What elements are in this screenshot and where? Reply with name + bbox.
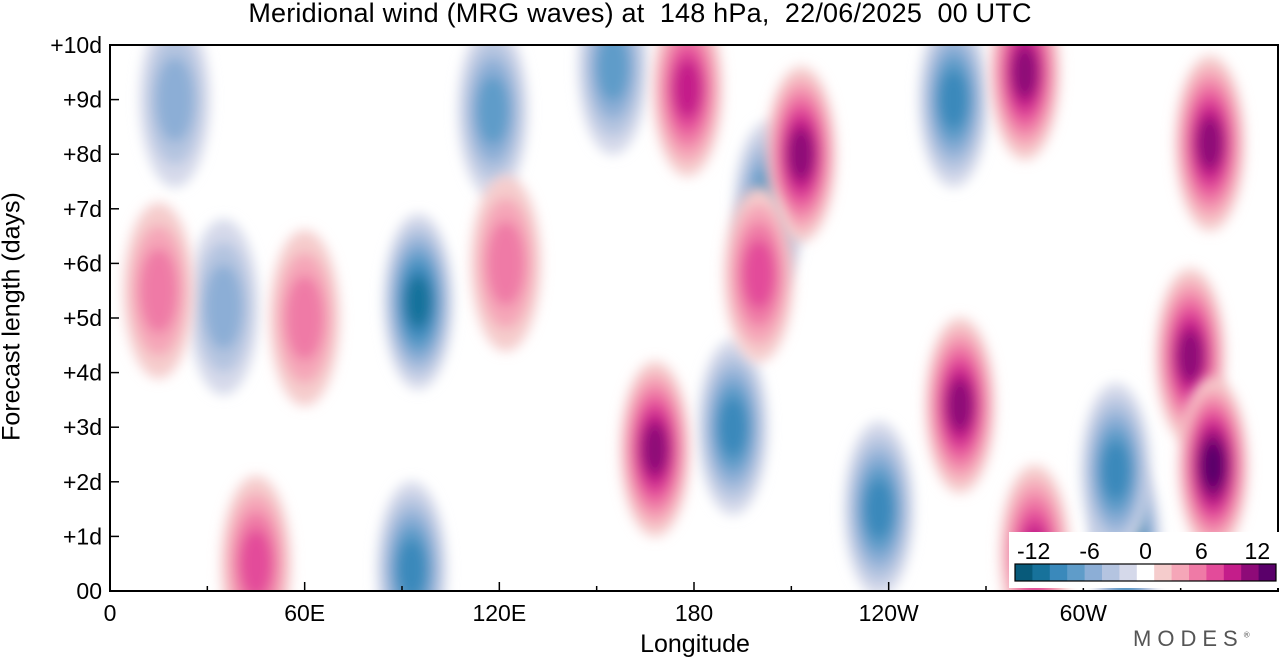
colorbar-tick-label: 0: [1139, 538, 1152, 564]
y-tick-label: +7d: [63, 196, 102, 222]
contour-level: [239, 529, 273, 591]
colorbar-swatch: [1154, 564, 1173, 581]
positive-wind-anomaly: [220, 475, 292, 591]
x-tick-label: 180: [675, 600, 713, 626]
negative-wind-anomaly: [843, 421, 915, 591]
colorbar-swatch: [1102, 564, 1120, 581]
modes-logo: MODES®: [1133, 626, 1250, 652]
colorbar-frame: [1014, 563, 1277, 582]
positive-wind-anomaly: [1177, 377, 1249, 554]
colorbar-swatch: [1049, 564, 1068, 581]
x-tick-label: 60E: [284, 600, 325, 626]
contour-level: [476, 76, 510, 146]
positive-wind-anomaly: [123, 202, 194, 379]
colorbar-swatch: [1136, 564, 1155, 581]
y-tick-label: +8d: [63, 141, 102, 167]
x-axis: 0 60E 120E 180 120W 60W: [104, 582, 1279, 626]
positive-wind-anomaly: [619, 361, 691, 537]
colorbar-swatch: [1032, 564, 1051, 581]
colorbar-swatch: [1241, 564, 1260, 581]
contour-level: [596, 45, 630, 102]
contour-level: [864, 479, 894, 539]
colorbar-swatch: [1206, 564, 1225, 581]
colorbar-tick-label: -12: [1017, 538, 1050, 564]
y-tick-label: 00: [76, 578, 102, 604]
colorbar-swatch: [1015, 564, 1033, 581]
contour-field: [110, 45, 1278, 591]
colorbar-tick-label: -6: [1079, 538, 1099, 564]
y-axis: 00 +1d +2d +3d +4d +5d +6d +7d +8d +9d +10d: [50, 32, 119, 604]
contour-level: [1011, 46, 1039, 99]
contour-level: [1177, 330, 1204, 383]
positive-wind-anomaly: [470, 175, 542, 352]
contour-level: [1200, 442, 1226, 489]
negative-wind-anomaly: [1080, 382, 1151, 559]
positive-wind-anomaly: [652, 45, 723, 177]
colorbar: -12 -6 0 6 12: [1009, 532, 1280, 588]
y-tick-label: +2d: [63, 469, 102, 495]
contour-level: [742, 239, 776, 309]
positive-wind-anomaly: [924, 317, 996, 494]
colorbar-swatch: [1223, 564, 1242, 581]
negative-wind-anomaly: [188, 219, 259, 395]
negative-wind-anomaly: [577, 45, 649, 155]
positive-wind-anomaly: [765, 66, 837, 243]
y-tick-label: +10d: [50, 32, 102, 58]
colorbar-tick-label: 12: [1245, 538, 1271, 564]
positive-wind-anomaly: [989, 45, 1061, 161]
colorbar-swatch: [1119, 564, 1138, 581]
colorbar-swatch: [1171, 564, 1190, 581]
contour-level: [486, 221, 525, 306]
chart-title: Meridional wind (MRG waves) at 148 hPa, …: [248, 0, 1032, 28]
colorbar-swatch: [1084, 564, 1103, 581]
y-tick-label: +1d: [63, 523, 102, 549]
x-tick-label: 120W: [859, 600, 919, 626]
colorbar-swatch: [1258, 564, 1277, 581]
contour-level: [139, 248, 178, 334]
colorbar-swatch: [1189, 564, 1207, 581]
y-tick-label: +4d: [63, 360, 102, 386]
registered-mark: ®: [1243, 630, 1250, 640]
contour-level: [673, 59, 702, 119]
contour-level: [946, 379, 974, 432]
negative-wind-anomaly: [697, 339, 769, 516]
contour-level: [1196, 117, 1223, 170]
contour-level: [397, 539, 427, 591]
x-tick-label: 60W: [1060, 600, 1108, 626]
negative-wind-anomaly: [376, 481, 447, 591]
x-tick-label: 120E: [472, 600, 526, 626]
brand-name: MODES: [1133, 626, 1244, 651]
contour-level: [285, 275, 324, 361]
y-tick-label: +3d: [63, 414, 102, 440]
colorbar-tick-label: 6: [1195, 538, 1208, 564]
contour-level: [939, 70, 968, 129]
positive-wind-anomaly: [269, 230, 340, 406]
negative-wind-anomaly: [383, 213, 454, 390]
positive-wind-anomaly: [723, 186, 795, 363]
y-tick-label: +5d: [63, 305, 102, 331]
contour-level: [718, 397, 748, 457]
positive-wind-anomaly: [1174, 55, 1246, 232]
y-tick-label: +6d: [63, 250, 102, 276]
y-tick-label: +9d: [63, 87, 102, 113]
contour-level: [204, 264, 243, 350]
negative-wind-anomaly: [139, 45, 211, 188]
negative-wind-anomaly: [918, 45, 989, 188]
x-tick-label: 0: [104, 600, 117, 626]
contour-level: [405, 275, 432, 328]
contour-level: [641, 423, 669, 475]
colorbar-swatch: [1067, 564, 1086, 581]
contour-level: [155, 57, 194, 142]
x-axis-label: Longitude: [640, 630, 750, 658]
contour-level: [1101, 441, 1131, 501]
contour-level: [787, 128, 815, 181]
negative-wind-anomaly: [457, 45, 529, 199]
